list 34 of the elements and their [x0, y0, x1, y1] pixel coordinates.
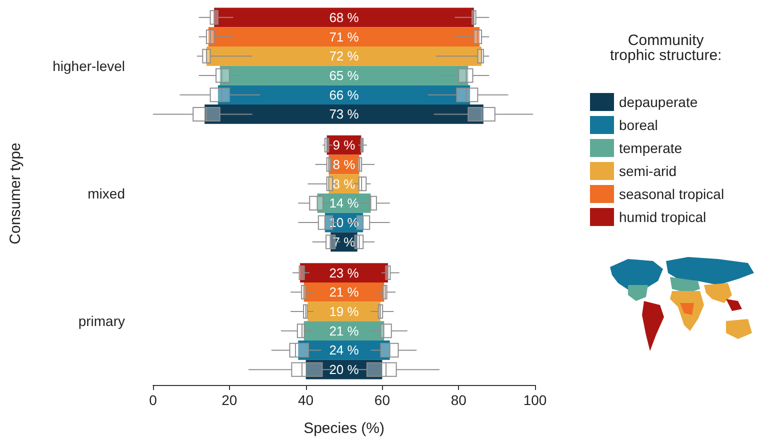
data-label: 24 %	[329, 342, 360, 358]
y-tick-label: primary	[78, 313, 125, 330]
x-tick-label: 80	[450, 392, 467, 408]
legend-label: seasonal tropical	[619, 186, 724, 202]
data-label: 68 %	[329, 10, 360, 25]
data-label: 65 %	[329, 68, 360, 84]
data-label: 14 %	[329, 196, 360, 211]
y-tick-label: mixed	[88, 186, 125, 202]
data-label: 23 %	[329, 265, 360, 280]
data-label: 19 %	[329, 304, 360, 319]
legend-label: temperate	[619, 140, 682, 156]
data-label: 8 %	[332, 156, 356, 172]
legend-title: Community trophic structure:	[610, 32, 722, 64]
data-label: 21 %	[329, 323, 360, 338]
x-axis-title: Species (%)	[304, 420, 384, 437]
legend-label: depauperate	[619, 94, 698, 110]
data-label: 73 %	[329, 106, 360, 122]
y-tick-label: higher-level	[52, 58, 125, 74]
data-label: 8 %	[332, 176, 356, 192]
legend-label: humid tropical	[619, 209, 706, 225]
legend-label: semi-arid	[619, 163, 677, 179]
data-label: 66 %	[329, 87, 360, 102]
x-tick-label: 100	[523, 392, 547, 408]
data-label: 72 %	[329, 48, 360, 64]
x-tick-label: 20	[222, 392, 238, 408]
y-axis-title: Consumer type	[7, 142, 24, 244]
legend-label: boreal	[619, 117, 658, 133]
data-label: 71 %	[329, 29, 360, 44]
x-tick-label: 0	[149, 392, 158, 408]
data-label: 21 %	[329, 284, 360, 300]
data-label: 20 %	[329, 362, 360, 378]
data-label: 9 %	[332, 138, 356, 153]
x-tick-label: 60	[374, 392, 390, 408]
x-tick-label: 40	[298, 392, 314, 408]
